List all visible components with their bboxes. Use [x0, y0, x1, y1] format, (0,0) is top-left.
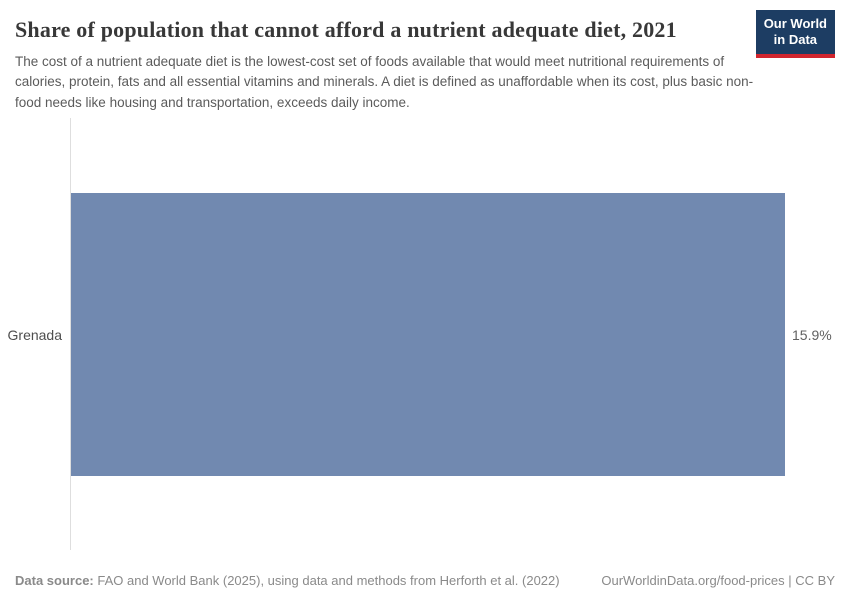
- y-axis-line: [70, 118, 71, 550]
- bar-grenada[interactable]: [71, 193, 785, 476]
- license-link[interactable]: OurWorldinData.org/food-prices | CC BY: [601, 573, 835, 588]
- owid-logo[interactable]: Our World in Data: [755, 10, 835, 58]
- value-label-grenada: 15.9%: [792, 326, 832, 343]
- entity-label-grenada: Grenada: [7, 326, 62, 343]
- owid-logo-line1: Our World: [763, 16, 827, 31]
- data-source-text: FAO and World Bank (2025), using data an…: [97, 573, 560, 588]
- bar-row: 15.9%: [71, 193, 832, 476]
- data-source-label: Data source:: [15, 573, 94, 588]
- chart-subtitle: The cost of a nutrient adequate diet is …: [15, 54, 754, 110]
- chart-footer: Data source: FAO and World Bank (2025), …: [15, 573, 835, 588]
- bar-plot-area: [71, 193, 785, 476]
- bar-chart: Grenada 15.9%: [0, 118, 850, 550]
- page-title: Share of population that cannot afford a…: [15, 17, 677, 42]
- owid-logo-line2: in Data: [773, 32, 818, 48]
- chart-header: Share of population that cannot afford a…: [0, 0, 850, 113]
- data-source-note: Data source: FAO and World Bank (2025), …: [15, 573, 560, 588]
